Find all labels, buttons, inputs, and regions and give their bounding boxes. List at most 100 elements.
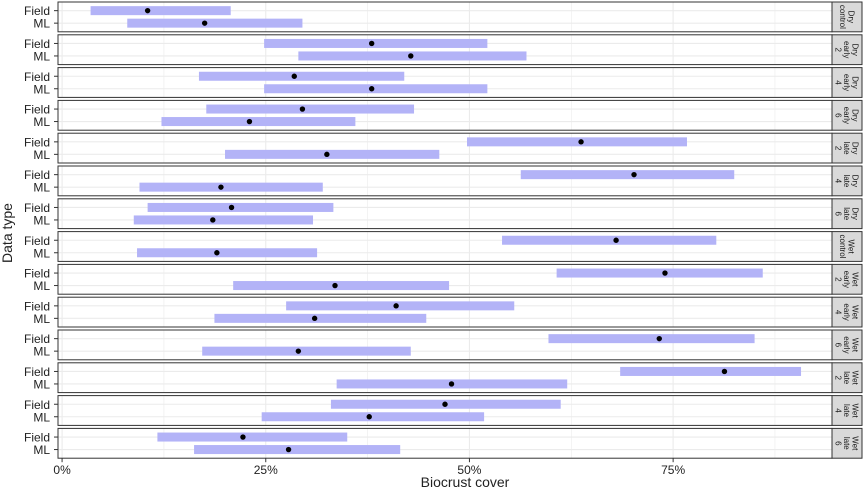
strip-label-line: late bbox=[842, 207, 851, 220]
strip-label-line: 2 bbox=[834, 47, 843, 52]
facet-strip-label: Wetcontrol bbox=[838, 234, 856, 258]
interval-bar bbox=[137, 248, 318, 258]
mean-point bbox=[246, 118, 253, 125]
facet-strip bbox=[831, 165, 863, 197]
facet-strip bbox=[831, 198, 863, 230]
y-tick-label: Field bbox=[24, 431, 50, 445]
y-tick-label: ML bbox=[33, 443, 50, 457]
strip-label-line: late bbox=[842, 371, 851, 384]
facet-strip bbox=[831, 132, 863, 164]
x-axis: 0% 25% 50% 75% bbox=[53, 458, 685, 477]
strip-label-line: early bbox=[842, 41, 851, 58]
mean-point bbox=[218, 184, 224, 190]
y-tick-label: ML bbox=[33, 345, 50, 359]
facet-strip bbox=[831, 263, 863, 295]
facet-strip-label: Dryearly2 bbox=[834, 41, 860, 58]
strip-label-line: 4 bbox=[834, 408, 843, 413]
facet-strip-label: Drylate4 bbox=[834, 174, 860, 187]
y-tick-label: Field bbox=[24, 103, 50, 117]
facet-strip bbox=[831, 296, 863, 328]
facet-strip-label: Drylate6 bbox=[834, 207, 860, 220]
y-tick-label: Field bbox=[24, 70, 50, 84]
facet-strip bbox=[831, 362, 863, 394]
facet-strip bbox=[831, 395, 863, 426]
y-tick-label: ML bbox=[33, 148, 50, 162]
y-tick-label: ML bbox=[33, 49, 50, 63]
mean-point bbox=[210, 217, 216, 223]
interval-bar bbox=[161, 117, 356, 127]
mean-point bbox=[393, 303, 399, 309]
mean-point bbox=[332, 282, 338, 289]
y-tick-label: Field bbox=[24, 168, 50, 182]
strip-label-line: Wet bbox=[851, 272, 860, 287]
facet-strip-label: Wetearly2 bbox=[834, 271, 860, 288]
interval-bar bbox=[520, 170, 735, 180]
strip-label-line: 6 bbox=[834, 343, 843, 348]
strip-label-line: early bbox=[842, 271, 851, 288]
y-tick-label: Field bbox=[24, 332, 50, 346]
x-axis-title: Biocrust cover bbox=[421, 474, 510, 490]
strip-label-line: Dry bbox=[846, 11, 855, 23]
interval-bar bbox=[139, 182, 323, 192]
strip-label-line: 2 bbox=[834, 146, 843, 151]
interval-bar bbox=[133, 215, 314, 225]
strip-label-line: Wet bbox=[851, 436, 860, 451]
interval-bar bbox=[548, 334, 755, 344]
mean-point bbox=[368, 40, 375, 47]
facet-strip-label: Drylate2 bbox=[834, 142, 860, 155]
facet-strip-label: Dryearly6 bbox=[834, 107, 860, 124]
mean-point bbox=[295, 348, 302, 354]
facet-strip-label: Wetearly6 bbox=[834, 336, 860, 353]
interval-bar bbox=[233, 281, 450, 291]
y-tick-label: Field bbox=[24, 4, 50, 18]
y-tick-label: ML bbox=[33, 213, 50, 227]
facet-strip bbox=[831, 329, 863, 361]
x-tick-label: 0% bbox=[53, 463, 71, 477]
mean-point bbox=[448, 381, 455, 387]
y-tick-label: Field bbox=[24, 365, 50, 379]
facet-strip-label: Drycontrol bbox=[838, 5, 856, 29]
strip-label-line: Wet bbox=[851, 338, 860, 353]
interval-bar bbox=[264, 84, 488, 94]
interval-bar bbox=[261, 412, 485, 422]
strip-label-line: Dry bbox=[851, 76, 860, 88]
interval-bar bbox=[206, 104, 415, 114]
strip-label-line: 6 bbox=[834, 441, 843, 446]
interval-bar bbox=[286, 301, 515, 311]
y-axis-title: Data type bbox=[0, 203, 15, 263]
interval-bar bbox=[502, 235, 717, 245]
mean-point bbox=[656, 335, 662, 342]
facet-strip bbox=[831, 1, 863, 33]
strip-label-line: Wet bbox=[851, 403, 860, 418]
y-tick-label: ML bbox=[33, 312, 50, 326]
mean-point bbox=[662, 270, 668, 276]
strip-label-line: Wet bbox=[846, 239, 855, 254]
interval-bar bbox=[466, 137, 687, 147]
facet-strip-label: Wetlate6 bbox=[834, 436, 860, 451]
mean-point bbox=[214, 250, 220, 256]
mean-point bbox=[324, 151, 330, 158]
y-tick-label: ML bbox=[33, 377, 50, 391]
mean-point bbox=[144, 7, 151, 14]
strip-label-line: 6 bbox=[834, 113, 843, 118]
mean-point bbox=[291, 73, 297, 79]
strip-label-line: Dry bbox=[851, 142, 860, 154]
mean-point bbox=[613, 237, 619, 243]
facet-strip bbox=[831, 67, 863, 98]
strip-label-line: Wet bbox=[851, 371, 860, 386]
mean-point bbox=[228, 204, 235, 211]
y-tick-label: ML bbox=[33, 181, 50, 195]
strip-label-line: 6 bbox=[834, 211, 843, 216]
interval-bar bbox=[620, 366, 802, 376]
strip-label-line: early bbox=[842, 336, 851, 353]
mean-point bbox=[408, 53, 414, 59]
interval-bar bbox=[198, 71, 405, 81]
strip-label-line: late bbox=[842, 142, 851, 155]
